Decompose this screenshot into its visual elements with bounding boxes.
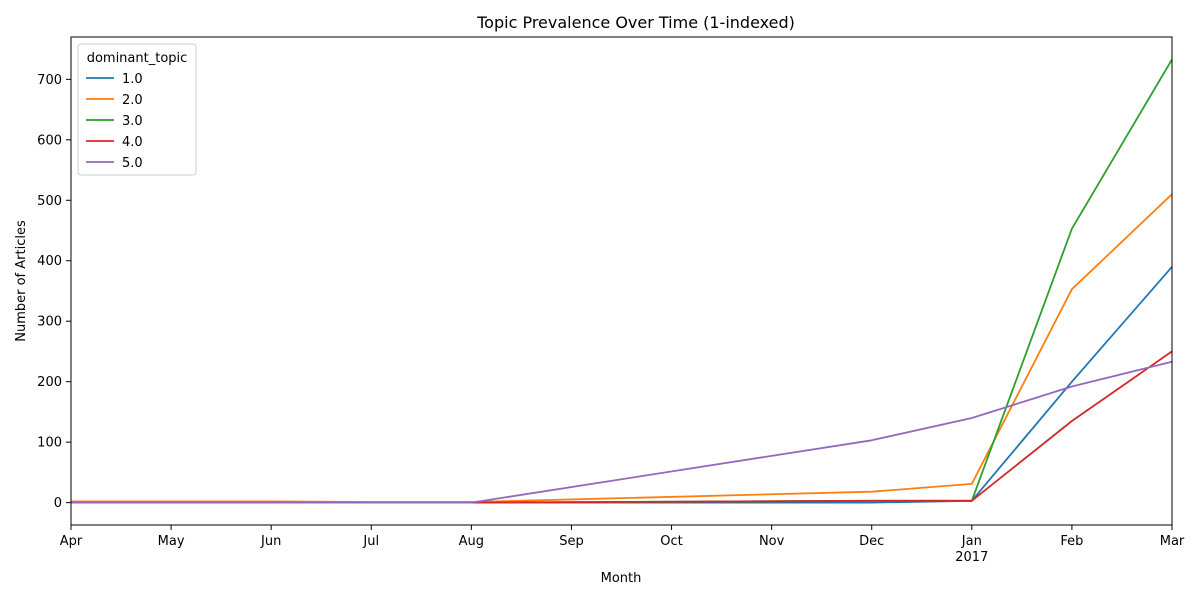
series-layer xyxy=(71,58,1173,504)
legend-label: 4.0 xyxy=(122,135,143,150)
series-line-2 xyxy=(71,58,1173,504)
x-tick-label: Jan xyxy=(961,534,982,549)
x-tick-label: May xyxy=(158,534,185,549)
y-tick-label: 400 xyxy=(37,254,62,269)
y-tick-label: 0 xyxy=(54,496,62,511)
y-tick-label: 600 xyxy=(37,133,62,148)
series-line-4 xyxy=(71,360,1173,504)
x-tick-label: Jun xyxy=(260,534,281,549)
plot-frame xyxy=(70,36,1173,526)
y-axis-title: Number of Articles xyxy=(14,220,29,342)
series-line-0 xyxy=(71,266,1173,504)
x-tick-label: Apr xyxy=(60,534,83,549)
y-tick-label: 300 xyxy=(37,315,62,330)
legend-label: 2.0 xyxy=(122,93,143,108)
chart-title: Topic Prevalence Over Time (1-indexed) xyxy=(476,13,795,32)
series-line-1 xyxy=(71,193,1173,503)
legend-label: 5.0 xyxy=(122,156,143,171)
x-tick-label: Oct xyxy=(660,534,682,549)
y-tick-label: 200 xyxy=(37,375,62,390)
x-tick-label: Mar xyxy=(1160,534,1185,549)
y-tick-label: 700 xyxy=(37,73,62,88)
x-tick-label: Feb xyxy=(1060,534,1083,549)
x-tick-label: Jul xyxy=(362,534,379,549)
legend-title: dominant_topic xyxy=(87,51,188,66)
x-tick-label: Aug xyxy=(459,534,484,549)
legend: dominant_topic 1.0 2.0 3.0 4.0 5.0 xyxy=(77,43,197,176)
legend-box xyxy=(77,43,197,176)
y-tick-label: 100 xyxy=(37,436,62,451)
x-tick-label: Sep xyxy=(559,534,584,549)
x-axis-title: Month xyxy=(601,571,642,586)
x-tick-label: Nov xyxy=(759,534,785,549)
y-axis: 0 100 200 300 400 500 600 700 xyxy=(37,73,71,511)
legend-label: 1.0 xyxy=(122,72,143,87)
x-year-label: 2017 xyxy=(955,550,988,565)
y-tick-label: 500 xyxy=(37,194,62,209)
legend-entries: 1.0 2.0 3.0 4.0 5.0 xyxy=(86,72,143,171)
x-tick-label: Dec xyxy=(859,534,884,549)
legend-label: 3.0 xyxy=(122,114,143,129)
plot-area xyxy=(70,36,1173,526)
